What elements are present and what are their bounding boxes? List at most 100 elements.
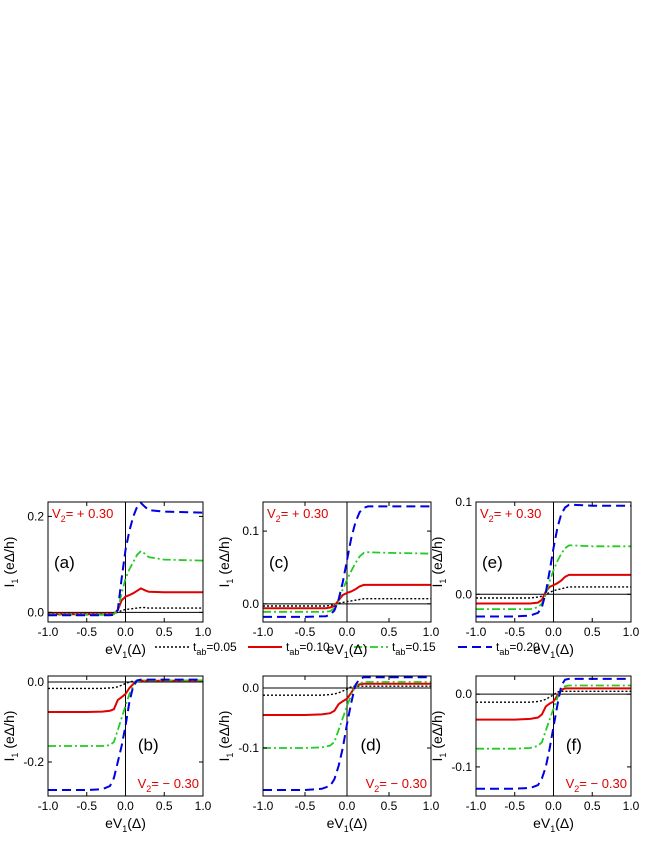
y-tick-label: -0.1 (238, 741, 259, 755)
y-tick-label: 0.1 (242, 524, 259, 538)
x-tick-label: 0.5 (381, 799, 398, 813)
v2-annotation: V2= − 0.30 (366, 776, 427, 794)
x-axis-label: eV1(Δ) (533, 815, 574, 834)
x-tick-label: 1.0 (195, 799, 212, 813)
y-axis-label: I1 (eΔ/h) (429, 711, 448, 762)
x-axis-label: eV1(Δ) (105, 815, 146, 834)
y-tick-label: 0.1 (455, 495, 472, 509)
panel-label: (a) (54, 553, 75, 572)
series-line-t005 (476, 586, 631, 599)
y-tick-label: 0.0 (27, 675, 44, 689)
legend: tab=0.05 tab=0.10 tab=0.15 tab=0.20 (155, 640, 540, 657)
series-line-t005 (263, 685, 431, 696)
panel-c: -1.0 -0.5 0.0 0.5 1.0 0.0 0.1 eV1(Δ) I1 (eΔ/h) (c… (216, 501, 440, 660)
legend-label: tab=0.05 (193, 640, 237, 657)
y-tick-label: 0.0 (242, 597, 259, 611)
x-tick-label: 0.5 (156, 625, 173, 639)
panel-label: (d) (360, 735, 381, 754)
series-line-t020 (48, 678, 203, 791)
series-line-t005 (48, 606, 203, 615)
x-axis-label: eV1(Δ) (533, 641, 574, 660)
x-tick-label: -0.5 (295, 799, 316, 813)
x-tick-label: 0.0 (339, 625, 356, 639)
x-tick-label: 1.0 (623, 625, 640, 639)
series-line-t010 (48, 679, 203, 713)
series-line-t005 (263, 598, 431, 607)
x-axis-label: eV1(Δ) (327, 815, 368, 834)
x-tick-label: 0.5 (381, 625, 398, 639)
series-line-t010 (263, 583, 431, 610)
panel-f: -1.0 -0.5 0.0 0.5 1.0 0.0 -0.1 eV1(Δ) I1 (eΔ/h) (… (429, 675, 640, 834)
x-tick-label: -1.0 (466, 625, 487, 639)
v2-annotation: V2= + 0.30 (480, 506, 541, 524)
y-tick-label: -0.2 (23, 755, 44, 769)
legend-label: tab=0.10 (286, 640, 330, 657)
series-line-t010 (263, 682, 431, 716)
x-tick-label: -1.0 (38, 625, 59, 639)
panel-d: -1.0 -0.5 0.0 0.5 1.0 0.0 -0.1 eV1(Δ) I1 (eΔ/h) (… (216, 675, 440, 834)
y-axis-label: I1 (eΔ/h) (216, 711, 235, 762)
x-tick-label: -0.5 (504, 625, 525, 639)
x-tick-label: -0.5 (76, 799, 97, 813)
x-tick-label: 1.0 (423, 799, 440, 813)
y-axis-label: I1 (eΔ/h) (1, 711, 20, 762)
x-tick-label: 0.0 (545, 625, 562, 639)
x-tick-label: 0.5 (584, 799, 601, 813)
panel-label: (f) (566, 735, 582, 754)
series-line-t015 (263, 551, 432, 613)
v2-annotation: V2= − 0.30 (138, 776, 199, 794)
y-tick-label: 0.0 (455, 687, 472, 701)
series-line-t020 (48, 501, 204, 617)
x-tick-label: -1.0 (253, 625, 274, 639)
series-line-t020 (263, 676, 431, 791)
panel-e: -1.0 -0.5 0.0 0.5 1.0 0.0 0.1 eV1(Δ) I1 (eΔ/h) (e… (429, 495, 640, 660)
series-line-t010 (476, 573, 631, 605)
legend-label: tab=0.15 (392, 640, 436, 657)
x-tick-label: 0.0 (339, 799, 356, 813)
panel-label: (e) (482, 553, 503, 572)
v2-annotation: V2= − 0.30 (566, 776, 627, 794)
y-tick-label: 0.2 (27, 509, 44, 523)
series-line-t020 (476, 677, 631, 790)
y-axis-label: I1 (eΔ/h) (1, 537, 20, 588)
x-tick-label: -1.0 (38, 799, 59, 813)
x-tick-label: 1.0 (195, 625, 212, 639)
x-tick-label: 0.0 (117, 799, 134, 813)
y-tick-label: 0.0 (455, 587, 472, 601)
x-tick-label: 1.0 (423, 625, 440, 639)
series-line-t020 (476, 503, 631, 618)
x-tick-label: -0.5 (504, 799, 525, 813)
x-tick-label: 0.5 (156, 799, 173, 813)
series-line-t020 (263, 505, 431, 618)
series-line-t015 (476, 544, 631, 610)
x-tick-label: -1.0 (466, 799, 487, 813)
panel-label: (b) (138, 735, 159, 754)
y-tick-label: -0.1 (451, 760, 472, 774)
v2-annotation: V2= + 0.30 (267, 506, 328, 524)
y-tick-label: 0.0 (27, 605, 44, 619)
v2-annotation: V2= + 0.30 (52, 506, 113, 524)
y-axis-label: I1 (eΔ/h) (429, 537, 448, 588)
series-line-t015 (263, 681, 431, 749)
series-line-t015 (476, 684, 631, 750)
series-line-t005 (48, 680, 203, 690)
x-tick-label: 1.0 (623, 799, 640, 813)
panel-b: -1.0 -0.5 0.0 0.5 1.0 0.0 -0.2 eV1(Δ) I1 (eΔ/h) (… (1, 675, 212, 834)
x-tick-label: 0.0 (545, 799, 562, 813)
x-tick-label: 0.0 (117, 625, 134, 639)
x-axis-label: eV1(Δ) (105, 641, 146, 660)
legend-label: tab=0.20 (496, 640, 540, 657)
x-axis-label: eV1(Δ) (327, 641, 368, 660)
series-line-t005 (476, 690, 631, 703)
x-tick-label: -0.5 (295, 625, 316, 639)
panel-label: (c) (269, 553, 289, 572)
x-tick-label: -0.5 (76, 625, 97, 639)
panel-a: -1.0 -0.5 0.0 0.5 1.0 0.0 0.2 eV1(Δ) I1 (eΔ/h) (a… (1, 501, 212, 660)
series-line-t015 (48, 549, 204, 616)
series-line-t010 (476, 687, 631, 721)
x-tick-label: -1.0 (253, 799, 274, 813)
y-tick-label: 0.0 (242, 681, 259, 695)
y-axis-label: I1 (eΔ/h) (216, 537, 235, 588)
x-tick-label: 0.5 (584, 625, 601, 639)
